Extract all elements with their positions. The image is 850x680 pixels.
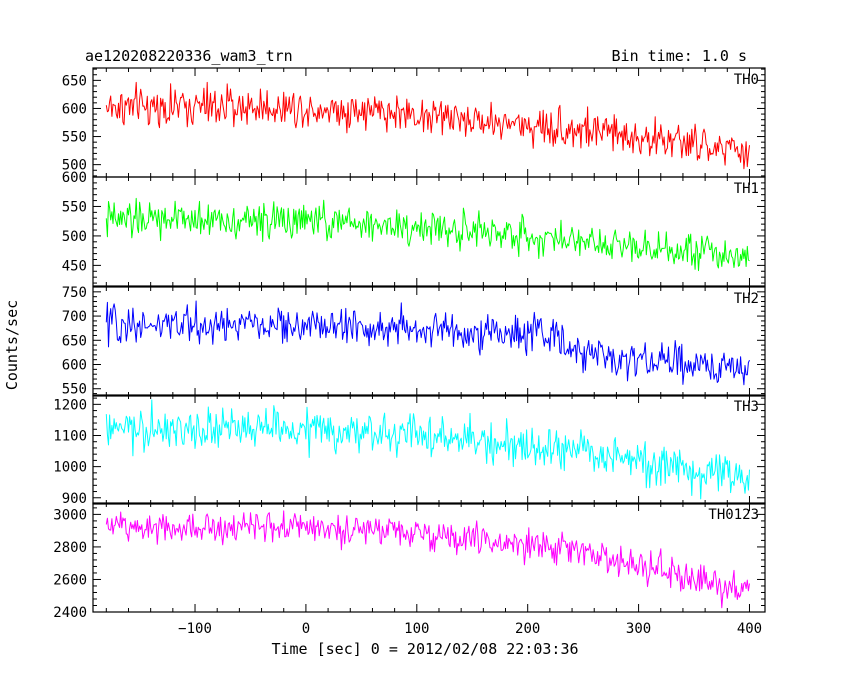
chart-title: ae120208220336_wam3_trn bbox=[85, 47, 293, 65]
series-line-th2 bbox=[105, 300, 750, 386]
x-tick-label: 300 bbox=[626, 621, 651, 637]
y-tick-label: 500 bbox=[62, 229, 87, 245]
series-line-th1 bbox=[105, 197, 750, 272]
y-tick-label: 1100 bbox=[53, 428, 87, 444]
x-tick-label: 100 bbox=[404, 621, 429, 637]
y-tick-label: 550 bbox=[62, 382, 87, 398]
x-axis-title: Time [sec] 0 = 2012/02/08 22:03:36 bbox=[271, 640, 578, 658]
panel-label-th3: TH3 bbox=[734, 399, 759, 415]
y-tick-label: 600 bbox=[62, 101, 87, 117]
y-tick-label: 1000 bbox=[53, 460, 87, 476]
y-tick-label: 650 bbox=[62, 333, 87, 349]
panel-frame-th0 bbox=[92, 67, 766, 178]
series-line-th0 bbox=[105, 81, 750, 170]
panel-frame-th3 bbox=[92, 394, 766, 505]
y-tick-label: 1200 bbox=[53, 397, 87, 413]
y-tick-label: 550 bbox=[62, 199, 87, 215]
x-tick-label: 400 bbox=[737, 621, 762, 637]
y-tick-label: 550 bbox=[62, 130, 87, 146]
panel-frame-th2 bbox=[92, 286, 766, 397]
y-tick-label: 900 bbox=[62, 491, 87, 507]
panel-frame-th0123 bbox=[92, 502, 766, 613]
panel-label-th0: TH0 bbox=[734, 72, 759, 88]
x-tick-label: 0 bbox=[302, 621, 310, 637]
x-tick-label: −100 bbox=[178, 621, 212, 637]
y-tick-label: 2600 bbox=[53, 572, 87, 588]
y-tick-label: 700 bbox=[62, 309, 87, 325]
y-tick-label: 450 bbox=[62, 258, 87, 274]
panel-frame-th1 bbox=[92, 176, 766, 287]
bin-time-label: Bin time: 1.0 s bbox=[612, 47, 747, 65]
y-axis-title: Counts/sec bbox=[3, 300, 21, 390]
y-tick-label: 3000 bbox=[53, 507, 87, 523]
series-line-th3 bbox=[105, 399, 750, 500]
panels-group: 500 550 600 650 TH0 450 500 550 600 TH1 550 600 650 7… bbox=[53, 67, 766, 637]
y-tick-label: 600 bbox=[62, 170, 87, 186]
series-line-th0123 bbox=[105, 510, 750, 609]
y-tick-label: 2800 bbox=[53, 540, 87, 556]
x-tick-label: 200 bbox=[515, 621, 540, 637]
panel-label-th0123: TH0123 bbox=[708, 507, 759, 523]
y-tick-label: 650 bbox=[62, 73, 87, 89]
panel-label-th2: TH2 bbox=[734, 291, 759, 307]
y-tick-label: 500 bbox=[62, 158, 87, 174]
y-tick-label: 600 bbox=[62, 358, 87, 374]
y-tick-label: 2400 bbox=[53, 605, 87, 621]
y-tick-label: 750 bbox=[62, 285, 87, 301]
panel-label-th1: TH1 bbox=[734, 181, 759, 197]
